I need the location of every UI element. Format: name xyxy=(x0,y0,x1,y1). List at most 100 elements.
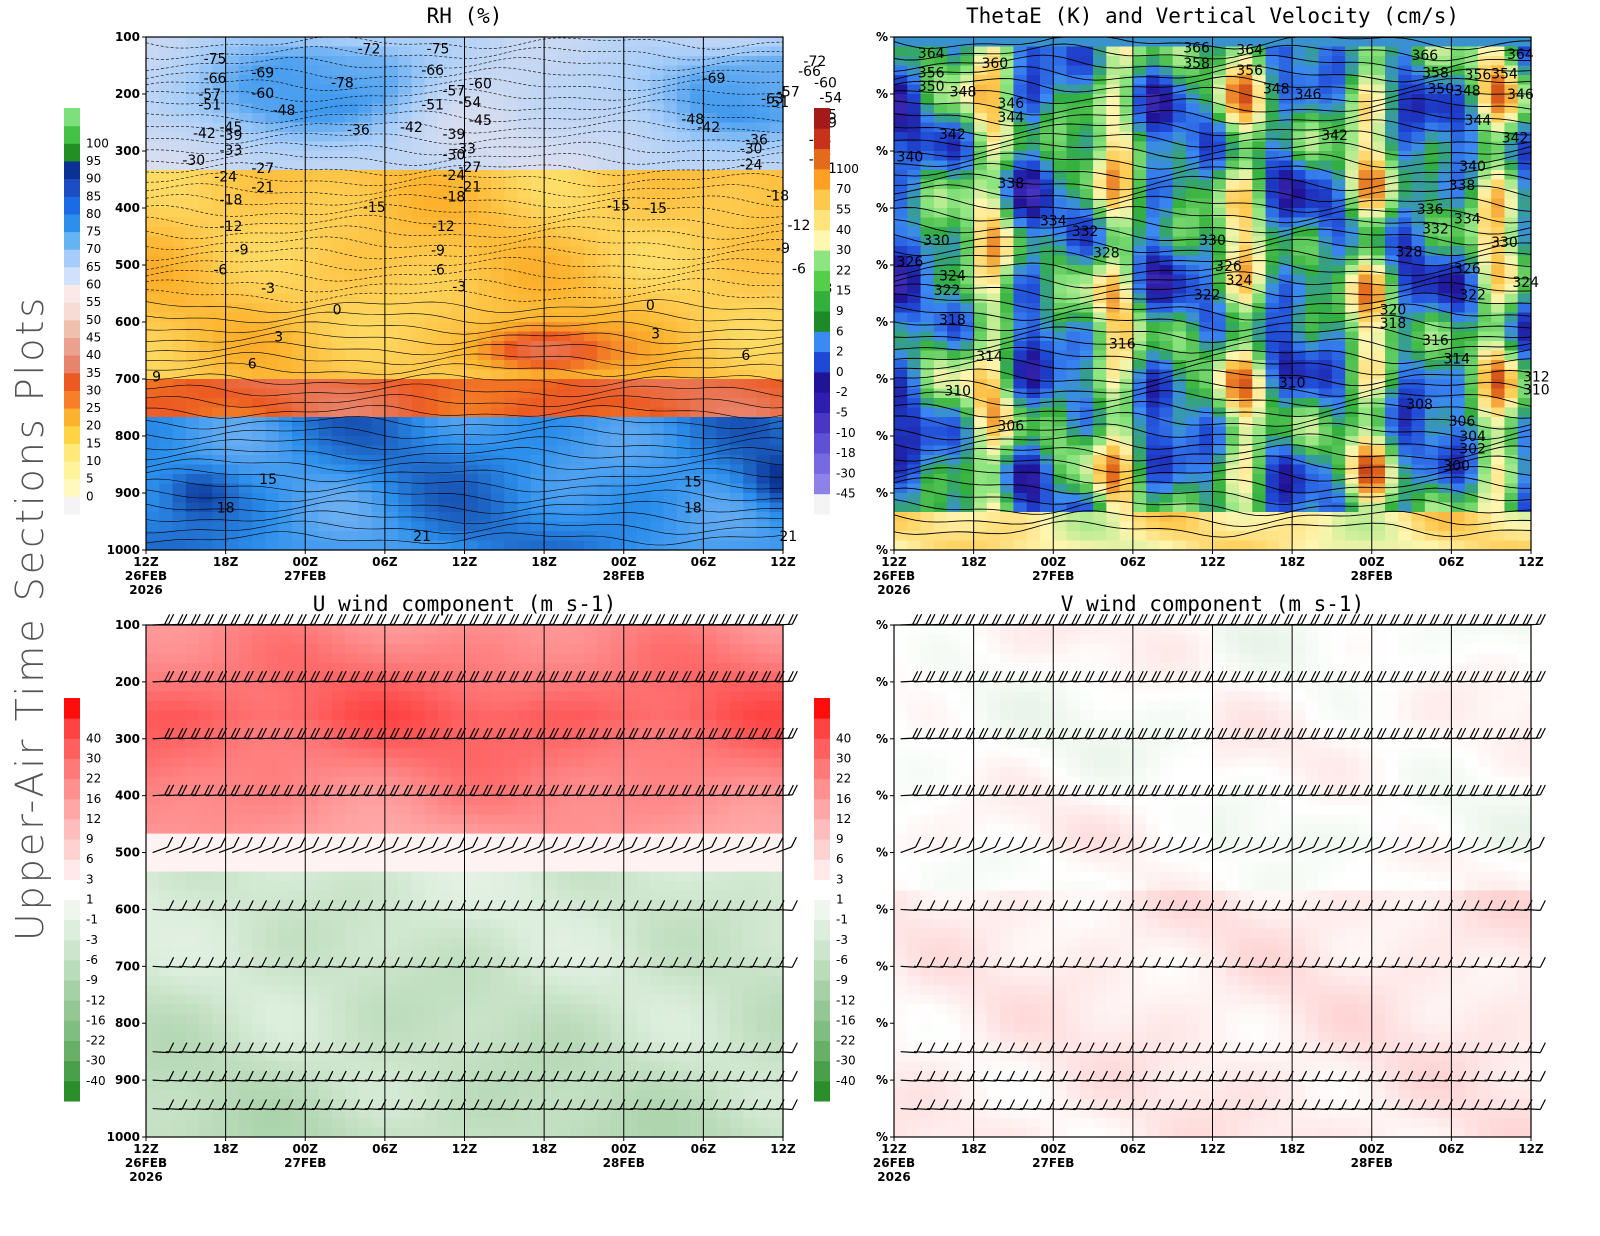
field-cell xyxy=(986,37,1001,48)
field-cell xyxy=(1239,474,1253,485)
field-cell xyxy=(345,75,359,86)
field-cell xyxy=(1000,170,1015,181)
field-cell xyxy=(291,198,306,209)
field-cell xyxy=(159,341,174,352)
field-cell xyxy=(1331,388,1346,399)
field-cell xyxy=(743,217,758,228)
field-cell xyxy=(1371,103,1386,114)
field-cell xyxy=(225,84,240,95)
field-cell xyxy=(1093,217,1107,228)
field-cell xyxy=(411,160,426,171)
field-cell xyxy=(690,417,704,428)
field-cell xyxy=(384,331,399,342)
field-cell xyxy=(1146,369,1161,380)
field-cell xyxy=(1225,151,1240,162)
field-cell xyxy=(583,265,598,276)
field-cell xyxy=(411,151,426,162)
field-cell xyxy=(650,388,665,399)
field-cell xyxy=(743,474,758,485)
field-cell xyxy=(1053,160,1068,171)
field-cell xyxy=(1026,217,1041,228)
field-cell xyxy=(1318,84,1333,95)
contour-label: 0 xyxy=(646,298,655,314)
field-cell xyxy=(920,360,935,371)
field-cell xyxy=(331,122,346,133)
field-cell xyxy=(623,369,638,380)
field-cell xyxy=(557,303,572,314)
field-cell xyxy=(1172,170,1187,181)
field-cell xyxy=(663,94,678,105)
field-cell xyxy=(477,65,492,76)
field-cell xyxy=(1199,103,1214,114)
field-cell xyxy=(464,198,479,209)
field-cell xyxy=(530,531,545,542)
field-cell xyxy=(424,341,439,352)
field-cell xyxy=(1371,75,1386,86)
field-cell xyxy=(986,208,1001,219)
field-cell xyxy=(716,94,731,105)
colorbar-swatch xyxy=(64,249,80,268)
field-cell xyxy=(146,464,160,475)
field-cell xyxy=(1066,464,1081,475)
field-cell xyxy=(384,103,399,114)
field-cell xyxy=(1398,75,1413,86)
field-cell xyxy=(331,198,346,209)
field-cell xyxy=(477,512,492,523)
field-cell xyxy=(212,227,227,238)
field-cell xyxy=(451,160,466,171)
field-cell xyxy=(894,426,908,437)
field-cell xyxy=(1159,132,1174,143)
field-cell xyxy=(212,46,227,57)
field-cell xyxy=(1106,122,1121,133)
field-cell xyxy=(252,303,267,314)
field-cell xyxy=(1265,379,1280,390)
field-cell xyxy=(238,464,253,475)
field-cell xyxy=(986,84,1001,95)
field-cell xyxy=(1039,379,1054,390)
field-cell xyxy=(933,274,948,285)
field-cell xyxy=(650,360,665,371)
field-cell xyxy=(252,350,267,361)
field-cell xyxy=(1159,170,1174,181)
field-cell xyxy=(318,540,333,551)
field-cell xyxy=(1106,341,1121,352)
field-cell xyxy=(1119,474,1134,485)
field-cell xyxy=(424,493,439,504)
field-cell xyxy=(1371,293,1386,304)
field-cell xyxy=(1106,151,1121,162)
field-cell xyxy=(291,189,306,200)
field-cell xyxy=(1239,398,1253,409)
field-cell xyxy=(1358,436,1373,447)
field-cell xyxy=(1212,531,1227,542)
field-cell xyxy=(1345,113,1360,124)
field-cell xyxy=(146,455,160,466)
field-cell xyxy=(1212,293,1227,304)
field-cell xyxy=(1013,493,1028,504)
field-cell xyxy=(318,284,333,295)
field-cell xyxy=(318,141,333,152)
field-cell xyxy=(676,369,691,380)
field-cell xyxy=(1371,189,1386,200)
field-cell xyxy=(1292,303,1306,314)
field-cell xyxy=(238,103,253,114)
field-cell xyxy=(530,75,545,86)
field-cell xyxy=(504,493,519,504)
contour-label: -36 xyxy=(745,133,768,149)
field-cell xyxy=(729,407,744,418)
field-cell xyxy=(920,65,935,76)
field-cell xyxy=(278,37,293,48)
field-cell xyxy=(716,493,731,504)
field-cell xyxy=(716,274,731,285)
field-cell xyxy=(960,531,975,542)
field-cell xyxy=(947,84,961,95)
field-cell xyxy=(437,398,452,409)
field-cell xyxy=(716,407,731,418)
field-cell xyxy=(411,502,426,513)
field-cell xyxy=(1079,398,1094,409)
field-cell xyxy=(597,360,612,371)
field-cell xyxy=(650,56,665,67)
field-cell xyxy=(318,331,333,342)
field-cell xyxy=(1318,227,1333,238)
field-cell xyxy=(676,141,691,152)
field-cell xyxy=(1385,417,1399,428)
